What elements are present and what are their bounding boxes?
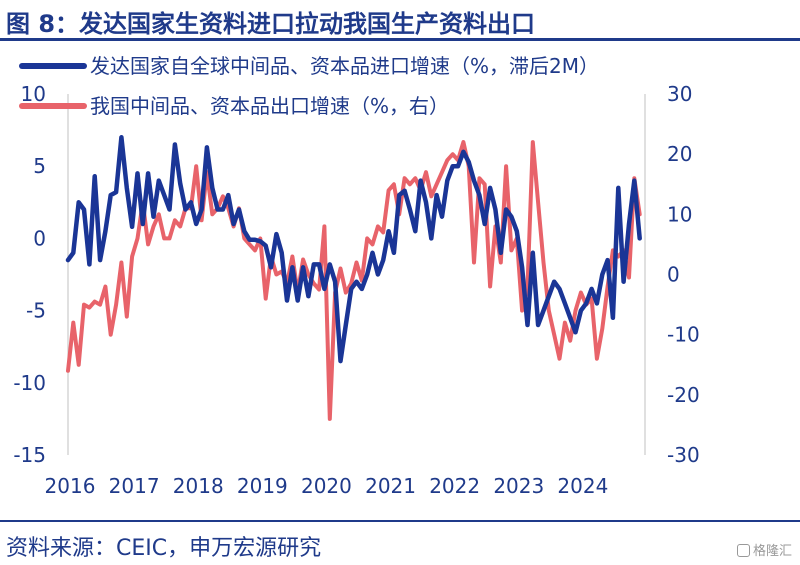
watermark-logo-icon	[736, 544, 750, 557]
y-left-tick-label: -15	[13, 443, 46, 467]
y-left-tick-label: -10	[13, 371, 46, 395]
y-right-tick-label: 10	[667, 202, 692, 226]
axes: 10 5 0 -5 -10 -15 30 20 10 0 -10 -20 -30 2016 2017 2018…	[13, 82, 699, 498]
y-right-tick-label: -10	[667, 323, 700, 347]
line-chart: 10 5 0 -5 -10 -15 30 20 10 0 -10 -20 -30 2016 2017 2018…	[13, 54, 699, 498]
legend-label: 发达国家自全球中间品、资本品进口增速（%，滞后2M）	[90, 54, 599, 78]
y-right-tick-label: -20	[667, 383, 700, 407]
legend-label: 我国中间品、资本品出口增速（%，右）	[90, 94, 449, 118]
figure-title: 图 8：发达国家生资料进口拉动我国生产资料出口	[6, 10, 536, 38]
x-tick-label: 2024	[557, 474, 608, 498]
x-tick-label: 2019	[237, 474, 288, 498]
series-line-right	[66, 140, 642, 421]
x-tick-label: 2023	[493, 474, 544, 498]
title-divider	[0, 38, 800, 41]
source-note: 资料来源：CEIC，申万宏源研究	[6, 536, 322, 561]
watermark: 格隆汇	[736, 540, 792, 559]
x-tick-label: 2018	[173, 474, 224, 498]
x-tick-label: 2020	[301, 474, 352, 498]
x-tick-label: 2021	[365, 474, 416, 498]
y-right-tick-label: 20	[667, 142, 692, 166]
watermark-text: 格隆汇	[752, 544, 792, 559]
y-right-tick-label: -30	[667, 443, 700, 467]
y-right-tick-label: 0	[667, 263, 680, 287]
legend: 发达国家自全球中间品、资本品进口增速（%，滞后2M） 我国中间品、资本品出口增速（…	[19, 54, 599, 118]
x-tick-label: 2017	[109, 474, 160, 498]
y-right-tick-label: 30	[667, 82, 692, 106]
series-lines	[65, 135, 642, 421]
series-line-left	[65, 135, 642, 364]
x-tick-label: 2016	[45, 474, 96, 498]
x-tick-label: 2022	[429, 474, 480, 498]
y-left-tick-label: 10	[21, 82, 46, 106]
y-left-tick-label: 0	[33, 226, 46, 250]
y-left-tick-label: 5	[33, 154, 46, 178]
source-divider	[0, 520, 800, 522]
y-left-tick-label: -5	[26, 299, 46, 323]
